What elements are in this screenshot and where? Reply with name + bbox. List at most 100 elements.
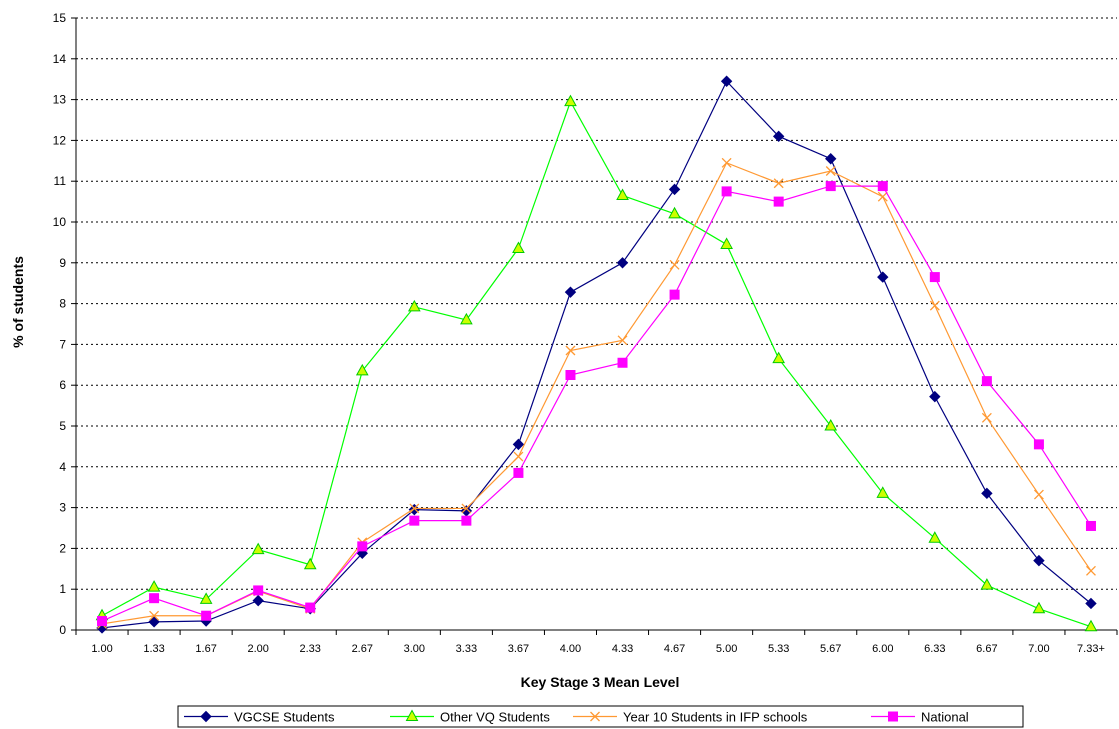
data-point <box>877 271 889 283</box>
data-point <box>564 94 577 107</box>
gridlines <box>76 17 1117 590</box>
data-point <box>148 616 160 628</box>
data-point <box>981 376 992 387</box>
data-point <box>251 542 265 555</box>
data-point <box>407 299 421 312</box>
data-point <box>409 503 420 514</box>
data-point <box>773 196 784 207</box>
y-tick-label: 8 <box>59 297 66 311</box>
data-point <box>513 451 524 462</box>
legend-item: National <box>871 710 969 725</box>
legend-label: Other VQ Students <box>440 710 550 725</box>
y-tick-label: 11 <box>54 174 67 188</box>
y-tick-label: 9 <box>59 256 66 270</box>
x-tick-label: 6.00 <box>872 643 893 655</box>
data-point <box>409 515 420 526</box>
y-tick-label: 0 <box>59 623 66 637</box>
data-point <box>1085 597 1097 610</box>
data-point <box>1033 489 1044 500</box>
x-tick-label: 4.67 <box>664 643 685 655</box>
data-point <box>721 186 732 197</box>
data-point <box>772 130 785 143</box>
series-2 <box>97 157 1096 629</box>
series-1 <box>95 94 1098 632</box>
y-tick-label: 1 <box>59 582 66 596</box>
x-tick-label: 3.00 <box>404 643 425 655</box>
data-point <box>147 580 161 592</box>
x-axis: 1.00 1.33 1.67 2.00 2.33 2.67 3.00 3.33 3.67 4.00… <box>75 629 1118 655</box>
data-point <box>149 593 160 604</box>
data-point <box>253 585 264 596</box>
data-point <box>565 370 576 380</box>
data-point <box>668 183 681 196</box>
data-point <box>357 541 368 552</box>
data-point <box>1033 439 1044 450</box>
x-tick-label: 1.33 <box>143 643 164 655</box>
data-point <box>1084 619 1098 632</box>
y-tick-label: 3 <box>59 501 66 515</box>
data-point <box>1032 601 1046 614</box>
data-point <box>928 531 942 543</box>
data-point <box>512 438 525 451</box>
data-point <box>877 181 888 192</box>
data-point <box>772 351 786 364</box>
data-point <box>617 357 628 368</box>
y-axis-title: % of students <box>10 256 26 348</box>
x-tick-label: 5.67 <box>820 643 841 655</box>
series-line <box>101 185 1092 622</box>
data-point <box>825 181 836 192</box>
data-point <box>616 188 629 200</box>
series-0 <box>96 75 1097 634</box>
y-tick-label: 13 <box>53 93 67 107</box>
data-point <box>201 610 212 621</box>
legend-marker <box>590 711 600 722</box>
data-point <box>720 75 733 87</box>
x-tick-label: 5.33 <box>768 643 789 655</box>
data-point <box>199 592 213 604</box>
data-point <box>460 312 473 325</box>
data-point <box>876 486 890 498</box>
data-point <box>669 259 680 270</box>
data-point <box>980 578 994 590</box>
x-tick-label: 2.33 <box>300 643 321 655</box>
data-point <box>1085 520 1096 531</box>
legend-marker <box>405 709 419 721</box>
data-point <box>513 467 524 478</box>
x-tick-label: 5.00 <box>716 643 737 655</box>
data-point <box>252 594 264 607</box>
x-tick-label: 7.33+ <box>1077 643 1105 655</box>
legend: VGCSE Students Other VQ Students Year 10 S… <box>177 705 1024 728</box>
data-point <box>616 257 629 269</box>
series-line <box>101 80 1092 629</box>
data-point <box>1033 554 1045 567</box>
legend-label: VGCSE Students <box>234 710 335 725</box>
data-point <box>97 616 108 627</box>
data-point <box>825 153 837 165</box>
legend-item: VGCSE Students <box>184 710 335 725</box>
data-point <box>1086 565 1096 576</box>
y-tick-label: 2 <box>59 541 66 555</box>
data-point <box>824 418 838 431</box>
data-point <box>721 157 732 168</box>
y-tick-label: 7 <box>59 337 66 351</box>
x-tick-label: 4.33 <box>612 643 633 655</box>
data-point <box>929 272 940 283</box>
data-point <box>355 363 369 376</box>
y-tick-label: 14 <box>53 52 67 66</box>
y-tick-label: 5 <box>59 419 66 433</box>
data-point <box>564 286 577 298</box>
x-tick-label: 4.00 <box>560 643 581 655</box>
x-axis-title: Key Stage 3 Mean Level <box>521 674 680 690</box>
x-tick-label: 1.00 <box>91 643 112 655</box>
x-tick-label: 3.33 <box>456 643 477 655</box>
data-point <box>669 289 680 300</box>
data-point <box>929 390 941 403</box>
data-point <box>461 503 472 514</box>
data-point <box>825 166 836 176</box>
x-tick-label: 6.33 <box>924 643 945 655</box>
y-tick-label: 15 <box>53 11 67 25</box>
legend-item: Other VQ Students <box>390 709 550 725</box>
y-tick-label: 6 <box>59 378 66 392</box>
